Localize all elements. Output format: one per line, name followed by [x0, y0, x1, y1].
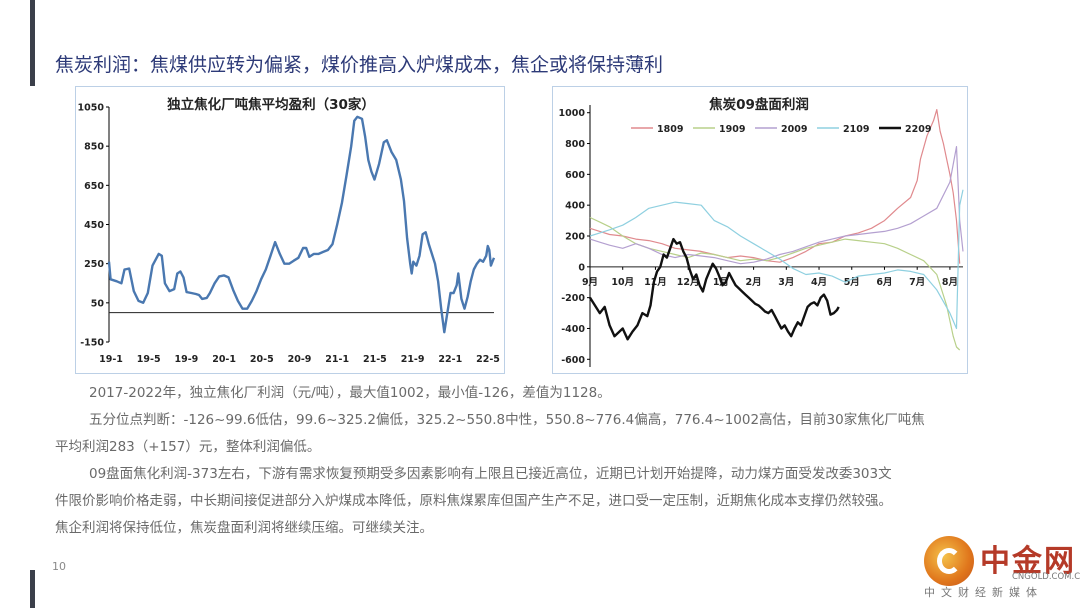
- chart2-series-line-2009: [589, 146, 964, 265]
- chart1-x-tick-label: 20-5: [250, 354, 274, 365]
- chart-coke-09-profit: 焦炭09盘面利润 1000 800 600 400 200 0 -200 -400 -600 9月 1…: [552, 86, 968, 374]
- chart1-x-tick-label: 19-1: [99, 354, 123, 365]
- chart2-x-tick-label: 3月: [778, 277, 794, 288]
- chart2-series-line-1909: [589, 216, 961, 351]
- chart1-y-tick-label: -150: [80, 338, 104, 349]
- chart2-y-tick-label: 600: [565, 170, 585, 181]
- watermark-logo-icon: [924, 536, 974, 586]
- chart2-legend-label: 2109: [843, 124, 869, 135]
- chart2-series-line-2209: [588, 237, 840, 341]
- chart2-legend-label: 1909: [719, 124, 745, 135]
- chart2-y-tick-label: 200: [565, 232, 585, 243]
- chart2-y-tick-label: 1000: [559, 108, 586, 119]
- chart2-y-tick-label: -600: [561, 355, 585, 366]
- chart2-x-tick-label: 8月: [942, 277, 958, 288]
- watermark-tagline: 中文财经新媒体: [924, 586, 1043, 599]
- chart2-x-tick-label: 2月: [746, 277, 762, 288]
- chart1-series-line: [107, 115, 496, 334]
- chart2-legend-label: 1809: [657, 124, 683, 135]
- chart2-legend-label: 2009: [781, 124, 807, 135]
- paragraph-futures-line2: 件限价影响价格走弱，中长期间接促进部分入炉煤成本降低，原料焦煤累库但国产生产不足…: [55, 493, 892, 509]
- chart2-x-tick-label: 7月: [909, 277, 925, 288]
- chart1-x-tick-label: 22-5: [476, 354, 500, 365]
- chart1-x-tick-label: 20-9: [288, 354, 312, 365]
- chart2-series-line-1809: [589, 109, 961, 264]
- chart1-x-tick-label: 20-1: [212, 354, 236, 365]
- chart1-x-tick-label: 21-9: [401, 354, 425, 365]
- chart2-series-line-2109: [589, 189, 964, 330]
- chart2-x-tick-label: 11月: [644, 277, 667, 288]
- chart2-y-tick-label: -200: [561, 293, 585, 304]
- paragraph-conclusion: 焦企利润将保持低位，焦炭盘面利润将继续压缩。可继续关注。: [55, 520, 433, 536]
- chart2-y-tick-label: 800: [565, 139, 585, 150]
- chart2-y-tick-label: -400: [561, 324, 585, 335]
- accent-bar-top: [30, 0, 35, 86]
- chart2-x-tick-label: 9月: [582, 277, 598, 288]
- watermark-url: CNGOLD.COM.CN: [1012, 572, 1080, 582]
- chart1-x-tick-label: 21-5: [363, 354, 387, 365]
- watermark: 中金网 CNGOLD.COM.CN 中文财经新媒体: [912, 532, 1080, 604]
- chart-profit-30-plants-svg: 独立焦化厂吨焦平均盈利（30家） 1050 850 650 450 250 50 -150 19…: [78, 96, 500, 365]
- chart1-title: 独立焦化厂吨焦平均盈利（30家）: [167, 96, 375, 113]
- chart1-x-tick-label: 19-9: [175, 354, 199, 365]
- chart2-x-tick-label: 5月: [844, 277, 860, 288]
- slide-title: 焦炭利润：焦煤供应转为偏紧，煤价推高入炉煤成本，焦企或将保持薄利: [55, 54, 664, 76]
- chart1-y-tick-label: 450: [84, 220, 104, 231]
- chart-profit-30-plants: 独立焦化厂吨焦平均盈利（30家） 1050 850 650 450 250 50 -150 19…: [75, 86, 505, 374]
- watermark-brand: 中金网: [980, 544, 1076, 579]
- chart-coke-09-profit-svg: 焦炭09盘面利润 1000 800 600 400 200 0 -200 -400 -600 9月 1…: [559, 96, 964, 367]
- chart1-y-tick-label: 50: [91, 298, 105, 309]
- page-number: 10: [52, 560, 66, 573]
- paragraph-summary: 2017-2022年，独立焦化厂利润（元/吨），最大值1002，最小值-126，…: [89, 385, 611, 401]
- chart2-x-tick-label: 4月: [811, 277, 827, 288]
- chart2-x-tick-label: 12月: [677, 277, 700, 288]
- chart1-y-tick-label: 650: [84, 181, 104, 192]
- paragraph-futures-line1: 09盘面焦化利润-373左右，下游有需求恢复预期受多因素影响有上限且已接近高位，…: [89, 466, 892, 482]
- chart1-y-tick-label: 250: [84, 259, 104, 270]
- chart2-x-tick-label: 6月: [876, 277, 892, 288]
- paragraph-quintile-line2: 平均利润283（+157）元，整体利润偏低。: [55, 439, 321, 455]
- chart2-title: 焦炭09盘面利润: [708, 96, 809, 113]
- chart1-y-tick-label: 850: [84, 142, 104, 153]
- body-text: 2017-2022年，独立焦化厂利润（元/吨），最大值1002，最小值-126，…: [55, 380, 1030, 542]
- accent-bar-bottom: [30, 570, 35, 608]
- chart1-y-tick-label: 1050: [78, 103, 105, 114]
- chart1-x-tick-label: 22-1: [438, 354, 462, 365]
- chart1-x-tick-label: 19-5: [137, 354, 161, 365]
- chart2-legend-label: 2209: [905, 124, 931, 135]
- chart2-y-tick-label: 0: [578, 262, 585, 273]
- chart2-y-tick-label: 400: [565, 201, 585, 212]
- paragraph-quintile-line1: 五分位点判断：-126~99.6低估，99.6~325.2偏低，325.2~55…: [89, 412, 925, 428]
- chart1-x-tick-label: 21-1: [325, 354, 349, 365]
- chart2-x-tick-label: 10月: [611, 277, 634, 288]
